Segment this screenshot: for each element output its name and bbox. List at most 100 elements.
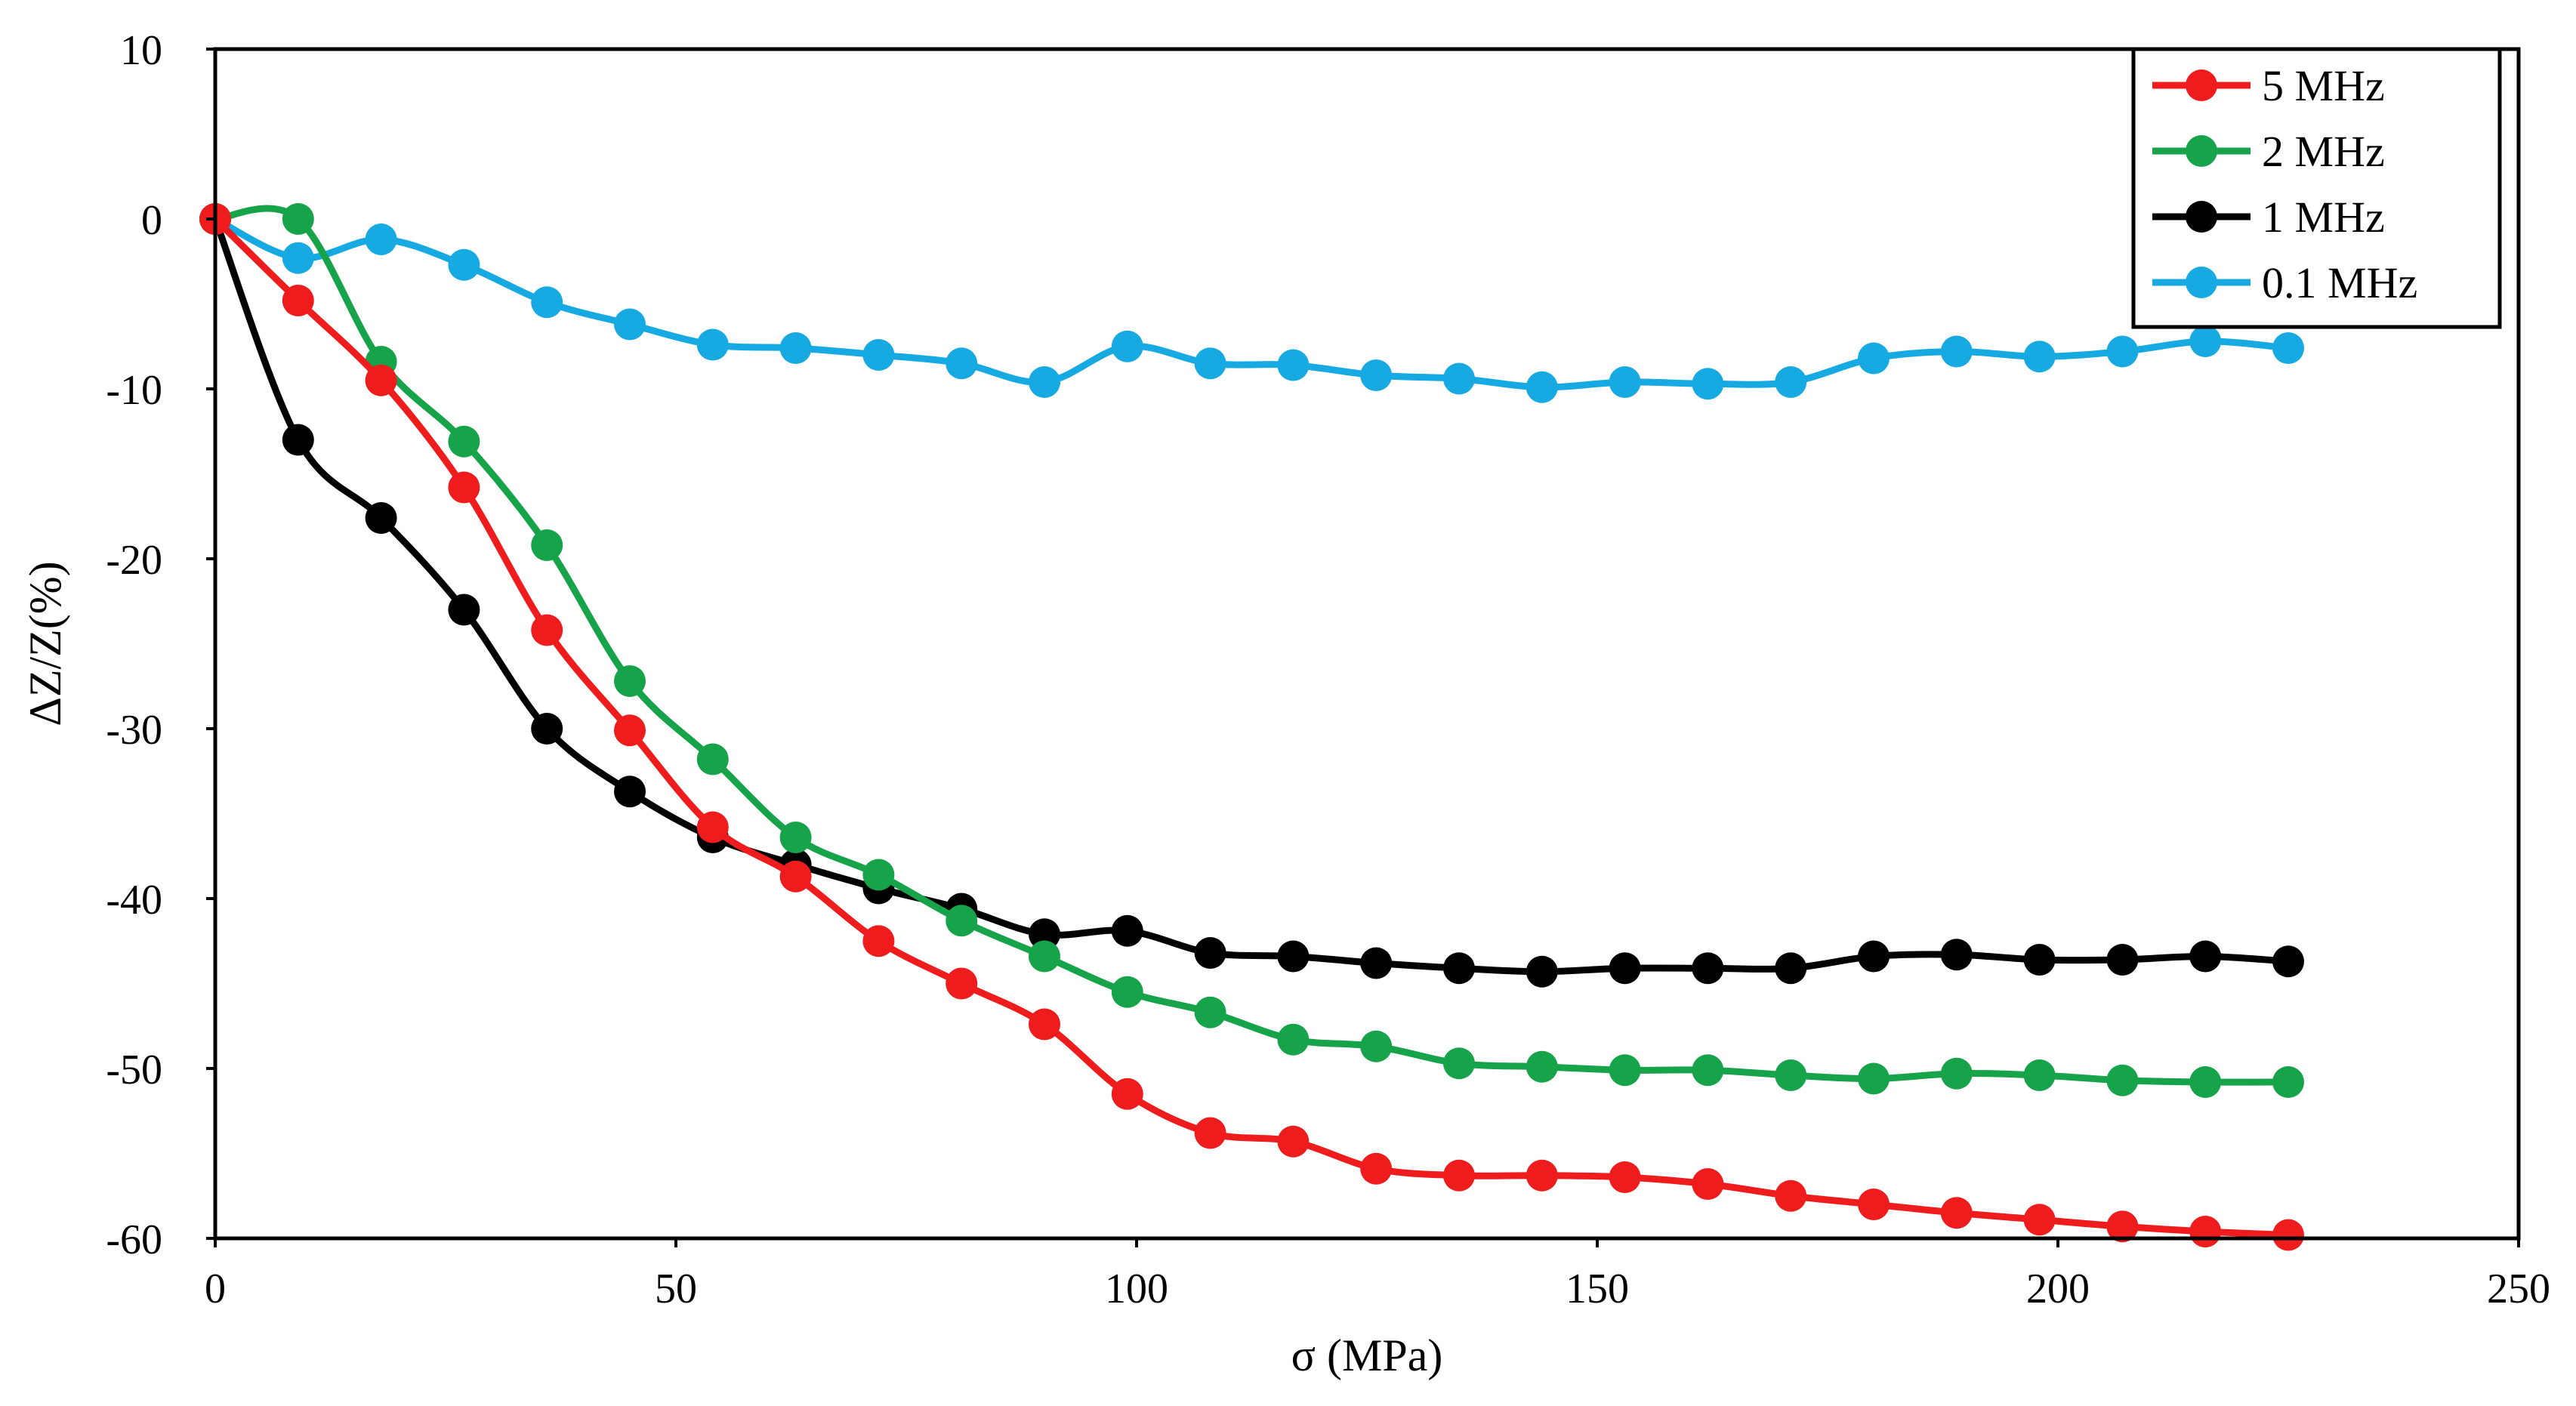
data-point	[1111, 914, 1143, 947]
data-point	[1692, 952, 1724, 985]
data-point	[1692, 1054, 1724, 1087]
data-point	[531, 286, 563, 319]
data-point	[1526, 1159, 1558, 1192]
data-point	[365, 224, 397, 255]
legend-item: 1 MHz	[2152, 193, 2385, 242]
legend-label: 0.1 MHz	[2262, 258, 2417, 307]
data-point	[448, 425, 480, 458]
data-point	[2189, 325, 2222, 357]
y-tick-label: -20	[106, 537, 162, 584]
y-tick-label: 10	[120, 27, 162, 74]
legend-label: 5 MHz	[2262, 61, 2385, 110]
data-point	[696, 743, 729, 775]
data-point	[1940, 335, 1973, 368]
data-point	[531, 614, 563, 646]
series-line	[211, 205, 2292, 1086]
series-layer	[199, 203, 2304, 1251]
data-point	[779, 860, 812, 893]
legend-marker	[2186, 135, 2217, 167]
data-point	[282, 424, 314, 456]
data-point	[1443, 1159, 1475, 1192]
data-point	[1858, 940, 1890, 973]
data-point	[1194, 996, 1226, 1028]
data-point	[2023, 341, 2056, 373]
y-tick-label: -10	[106, 367, 162, 414]
data-point	[862, 925, 895, 957]
data-point	[1858, 342, 1890, 375]
data-point	[1940, 1057, 1973, 1090]
data-point	[946, 347, 978, 380]
y-axis-title: ΔZ/Z(%)	[20, 561, 70, 726]
x-tick-label: 0	[205, 1266, 226, 1312]
data-point	[1609, 952, 1641, 985]
data-point	[2189, 1216, 2222, 1247]
data-point	[1858, 1189, 1890, 1220]
data-point	[1111, 330, 1143, 362]
data-point	[1360, 947, 1393, 979]
data-point	[862, 859, 895, 891]
data-point	[1609, 366, 1641, 398]
data-point	[1029, 918, 1060, 951]
data-point	[696, 328, 729, 361]
data-point	[365, 502, 397, 534]
data-point	[614, 775, 646, 808]
x-tick-label: 100	[1105, 1266, 1168, 1312]
data-point	[1526, 1050, 1558, 1083]
y-tick-label: -30	[106, 707, 162, 754]
data-point	[282, 203, 314, 235]
data-point	[1526, 371, 1558, 403]
data-point	[1692, 1168, 1724, 1200]
legend-label: 1 MHz	[2262, 193, 2385, 242]
data-point	[282, 242, 314, 274]
legend-marker	[2186, 267, 2217, 298]
y-tick-label: -50	[106, 1047, 162, 1093]
x-tick-label: 250	[2487, 1266, 2550, 1312]
data-point	[1111, 1078, 1143, 1110]
data-point	[2106, 944, 2139, 976]
data-point	[2106, 1064, 2139, 1096]
data-point	[2272, 945, 2304, 978]
series-5-mhz	[199, 203, 2304, 1251]
data-point	[2189, 1066, 2222, 1098]
y-tick-label: -60	[106, 1216, 162, 1263]
data-point	[1443, 362, 1475, 395]
data-point	[1775, 1059, 1807, 1091]
legend-item: 5 MHz	[2152, 61, 2385, 110]
data-point	[1443, 1047, 1475, 1080]
data-point	[779, 822, 812, 853]
data-point	[2023, 1059, 2056, 1091]
data-point	[531, 529, 563, 561]
data-point	[448, 248, 480, 281]
y-tick-label: 0	[141, 197, 162, 244]
data-point	[1360, 1152, 1393, 1185]
data-point	[1775, 952, 1807, 985]
data-point	[1194, 937, 1226, 969]
data-point	[1858, 1062, 1890, 1095]
legend-marker	[2186, 69, 2217, 101]
data-point	[946, 905, 978, 937]
data-point	[448, 471, 480, 504]
y-tick-label: -40	[106, 877, 162, 923]
data-point	[448, 594, 480, 626]
data-point	[1194, 1117, 1226, 1149]
data-point	[365, 364, 397, 396]
data-point	[2272, 1066, 2304, 1098]
plot-frame	[213, 47, 2521, 1241]
data-point	[1360, 359, 1393, 391]
data-point	[1443, 952, 1475, 985]
data-point	[2106, 1210, 2139, 1243]
data-point	[1111, 976, 1143, 1008]
data-point	[1692, 368, 1724, 400]
data-point	[1775, 1179, 1807, 1212]
x-tick-label: 150	[1566, 1266, 1629, 1312]
data-point	[1277, 1023, 1310, 1056]
legend-item: 0.1 MHz	[2152, 258, 2417, 307]
data-point	[531, 713, 563, 745]
data-point	[2023, 1204, 2056, 1236]
x-tick-label: 200	[2026, 1266, 2090, 1312]
legend-item: 2 MHz	[2152, 127, 2385, 176]
legend-label: 2 MHz	[2262, 127, 2385, 176]
